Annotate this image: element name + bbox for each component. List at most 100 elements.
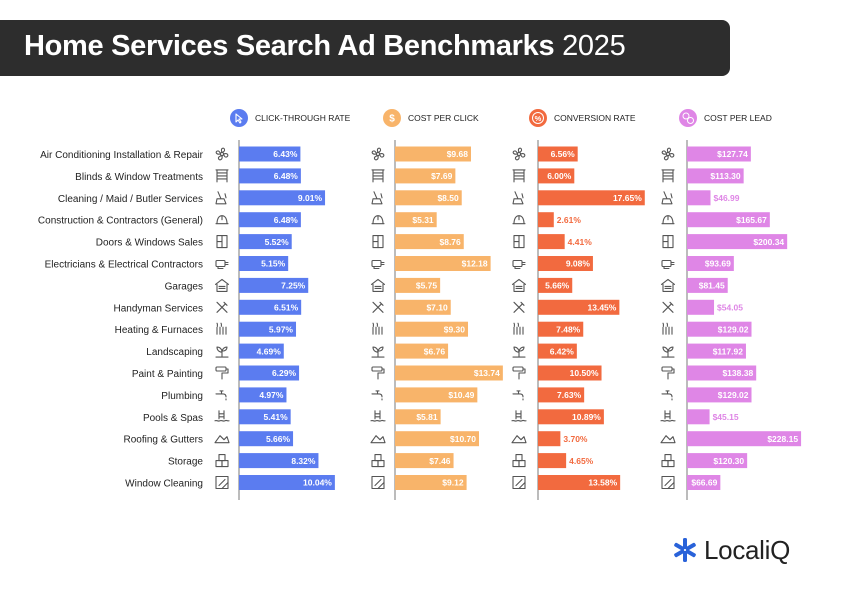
bar (538, 409, 604, 425)
heater-icon (216, 322, 227, 335)
data-label: $9.12 (442, 478, 464, 488)
electrical-plug-icon (661, 259, 675, 270)
window-squeegee-icon (512, 475, 526, 490)
bar (395, 475, 467, 490)
data-label: $113.30 (710, 171, 741, 181)
bar (395, 277, 441, 293)
roof-icon (511, 435, 527, 444)
bar (687, 365, 757, 381)
bar (687, 387, 752, 403)
bar (395, 431, 479, 447)
blinds-icon (661, 169, 675, 183)
bar (687, 212, 770, 228)
pool-ladder-icon (660, 410, 676, 422)
localiq-logo-icon (674, 538, 696, 562)
category-label: Window Cleaning (125, 479, 203, 490)
data-label: 13.45% (588, 303, 617, 313)
plant-icon (371, 346, 385, 358)
bar (538, 168, 575, 184)
data-label: $165.67 (736, 215, 767, 225)
ac-fan-icon (512, 147, 526, 161)
title-text: Home Services Search Ad Benchmarks (24, 30, 555, 62)
bar (538, 365, 602, 381)
page-title: Home Services Search Ad Benchmarks 2025 (24, 30, 626, 63)
bar (239, 168, 301, 184)
garage-icon (511, 278, 527, 292)
bar (395, 256, 491, 271)
data-label: $138.38 (722, 368, 753, 378)
category-label: Garages (165, 281, 203, 292)
data-label: 4.69% (257, 346, 282, 356)
bar (395, 343, 449, 359)
data-label: $9.68 (447, 149, 469, 159)
category-label: Air Conditioning Installation & Repair (40, 150, 204, 161)
category-label: Blinds & Window Treatments (75, 172, 203, 183)
dollar-cursor-icon: $ (383, 109, 401, 127)
category-label: Paint & Painting (132, 369, 203, 380)
tools-icon (216, 301, 228, 313)
data-label: $45.15 (713, 412, 739, 422)
series-header: COST PER CLICK (408, 113, 479, 123)
series-header: CONVERSION RATE (554, 113, 636, 123)
electrical-plug-icon (512, 259, 526, 270)
roof-icon (660, 435, 676, 444)
cleaning-broom-icon (371, 191, 383, 205)
category-label: Plumbing (161, 391, 203, 402)
data-label: $8.50 (437, 193, 459, 203)
ac-fan-icon (661, 147, 675, 161)
cleaning-broom-icon (215, 191, 227, 205)
data-label: 10.04% (303, 478, 332, 488)
bar (687, 234, 788, 250)
data-label: 5.15% (261, 259, 286, 269)
faucet-icon (661, 390, 673, 401)
data-label: $81.45 (699, 281, 725, 291)
garage-icon (370, 278, 386, 292)
bar (687, 299, 715, 315)
bar (239, 431, 294, 447)
bar (239, 365, 300, 381)
bar (395, 234, 464, 250)
door-icon (216, 235, 228, 249)
bar (239, 475, 335, 490)
category-label: Storage (168, 457, 203, 468)
data-label: $5.75 (416, 281, 438, 291)
paint-roller-icon (661, 366, 675, 380)
garage-icon (660, 278, 676, 292)
pool-ladder-icon (214, 410, 230, 422)
tools-icon (662, 301, 674, 313)
category-label: Construction & Contractors (General) (38, 216, 203, 227)
data-label: 5.52% (265, 237, 290, 247)
data-label: $10.49 (448, 390, 474, 400)
series-header: COST PER LEAD (704, 113, 772, 123)
data-label: $12.18 (462, 259, 488, 269)
bar (239, 234, 292, 250)
bar (538, 431, 561, 447)
bar (395, 409, 441, 425)
bar (538, 212, 554, 228)
data-label: 5.41% (264, 412, 289, 422)
data-label: $7.69 (431, 171, 453, 181)
category-label: Cleaning / Maid / Butler Services (58, 194, 203, 205)
faucet-icon (512, 390, 524, 401)
data-label: $129.02 (718, 324, 749, 334)
bar (687, 343, 746, 359)
electrical-plug-icon (215, 259, 229, 270)
paint-roller-icon (371, 366, 385, 380)
bar (687, 256, 734, 271)
bar (538, 299, 620, 315)
plant-icon (215, 346, 229, 358)
blinds-icon (215, 169, 229, 183)
cursor-click-icon (230, 109, 248, 127)
data-label: $6.76 (424, 346, 446, 356)
category-label: Pools & Spas (143, 413, 203, 424)
data-label: 7.63% (557, 390, 582, 400)
blinds-icon (512, 169, 526, 183)
bar (239, 212, 301, 228)
localiq-logo: LocaliQ (672, 534, 790, 566)
paint-roller-icon (215, 366, 229, 380)
door-icon (662, 235, 674, 249)
data-label: $228.15 (767, 434, 798, 444)
ac-fan-icon (215, 147, 229, 161)
data-label: 13.58% (588, 478, 617, 488)
data-label: 6.00% (547, 171, 572, 181)
